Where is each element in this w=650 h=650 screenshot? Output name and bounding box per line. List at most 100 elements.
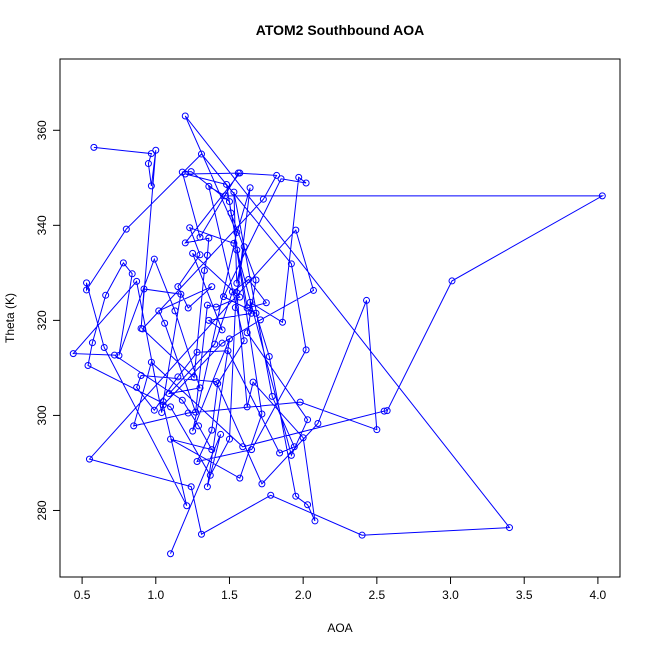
data-point xyxy=(230,239,238,247)
data-point xyxy=(102,291,110,299)
data-point xyxy=(225,335,233,343)
data-point xyxy=(505,524,513,532)
data-point xyxy=(277,175,285,183)
data-point xyxy=(161,319,169,327)
data-point xyxy=(147,358,155,366)
x-axis-label: AOA xyxy=(327,621,352,635)
data-point xyxy=(290,443,298,451)
data-point xyxy=(221,192,229,200)
data-point xyxy=(314,420,322,428)
y-axis-label: Theta (K) xyxy=(3,293,17,343)
data-point xyxy=(279,318,287,326)
data-point xyxy=(214,380,222,388)
data-point xyxy=(155,307,163,315)
data-point xyxy=(262,299,270,307)
y-tick-label: 340 xyxy=(35,215,49,235)
data-point xyxy=(218,326,226,334)
data-point xyxy=(197,530,205,538)
data-point xyxy=(243,329,251,337)
x-tick-label: 2.0 xyxy=(295,588,312,602)
data-point xyxy=(295,173,303,181)
data-point xyxy=(205,316,213,324)
data-point xyxy=(174,283,182,291)
data-point xyxy=(246,298,254,306)
data-point xyxy=(150,406,158,414)
series-line xyxy=(72,115,605,554)
data-point xyxy=(159,401,167,409)
data-point xyxy=(252,276,260,284)
data-point xyxy=(184,304,192,312)
data-point xyxy=(227,209,235,217)
data-point xyxy=(218,339,226,347)
data-point xyxy=(233,228,241,236)
data-point xyxy=(84,362,92,370)
data-point xyxy=(203,301,211,309)
data-point xyxy=(189,427,197,435)
data-point xyxy=(186,224,194,232)
data-point xyxy=(181,170,189,178)
data-point xyxy=(159,398,167,406)
data-point xyxy=(147,150,155,158)
data-point xyxy=(252,309,260,317)
x-tick-label: 4.0 xyxy=(590,588,607,602)
data-point xyxy=(139,325,147,333)
data-point xyxy=(239,443,247,451)
data-point xyxy=(206,471,214,479)
data-point xyxy=(383,407,391,415)
data-point xyxy=(158,409,166,417)
data-point xyxy=(224,347,232,355)
data-point xyxy=(83,286,91,294)
data-point xyxy=(193,458,201,466)
data-point xyxy=(240,243,248,251)
data-point xyxy=(225,435,233,443)
data-point xyxy=(276,449,284,457)
data-point xyxy=(231,304,239,312)
data-point xyxy=(130,422,138,430)
data-point xyxy=(190,373,198,381)
data-point xyxy=(171,307,179,315)
data-point xyxy=(196,233,204,241)
data-point xyxy=(167,550,175,558)
data-point xyxy=(137,372,145,380)
data-point xyxy=(243,304,251,312)
data-point xyxy=(181,239,189,247)
x-tick-label: 0.5 xyxy=(74,588,91,602)
data-point xyxy=(233,279,241,287)
y-tick-label: 360 xyxy=(35,120,49,140)
data-point xyxy=(240,337,248,345)
data-point xyxy=(90,143,98,151)
data-point xyxy=(195,422,203,430)
data-point xyxy=(296,398,304,406)
data-point xyxy=(287,451,295,459)
data-point xyxy=(200,266,208,274)
data-point xyxy=(119,259,127,267)
data-point xyxy=(309,286,317,294)
data-point xyxy=(197,150,205,158)
x-tick-label: 3.5 xyxy=(516,588,533,602)
data-point xyxy=(205,234,213,242)
data-point xyxy=(189,249,197,257)
data-point xyxy=(233,289,241,297)
x-tick-label: 1.0 xyxy=(147,588,164,602)
y-axis: 280 300 320 340 360 xyxy=(35,120,61,520)
data-point xyxy=(233,246,241,254)
data-point xyxy=(258,480,266,488)
data-point xyxy=(259,195,267,203)
data-point xyxy=(196,251,204,259)
y-tick-label: 320 xyxy=(35,310,49,330)
series-points xyxy=(69,112,606,558)
data-point xyxy=(223,180,231,188)
data-point xyxy=(228,288,236,296)
data-point xyxy=(187,483,195,491)
data-point xyxy=(230,188,238,196)
data-point xyxy=(193,348,201,356)
chart-title: ATOM2 Southbound AOA xyxy=(256,22,425,38)
data-point xyxy=(304,416,312,424)
data-point xyxy=(246,184,254,192)
data-point xyxy=(299,434,307,442)
data-point xyxy=(184,409,192,417)
data-point xyxy=(292,226,300,234)
data-point xyxy=(245,276,253,284)
data-point xyxy=(287,260,295,268)
y-tick-label: 300 xyxy=(35,405,49,425)
